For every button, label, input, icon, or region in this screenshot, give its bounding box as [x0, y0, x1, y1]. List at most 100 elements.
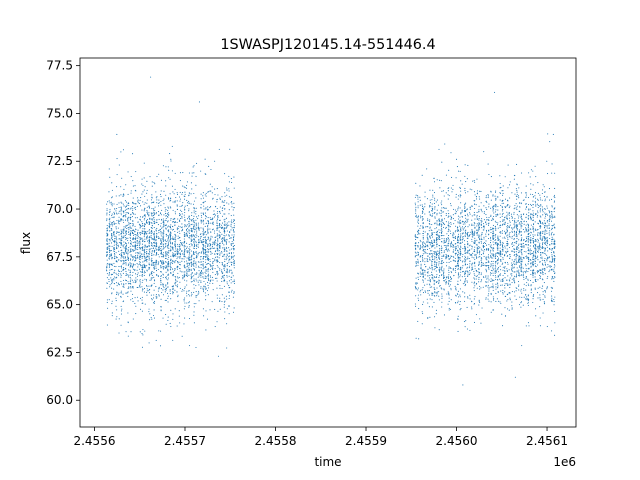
data-point: [448, 235, 450, 237]
data-point: [214, 214, 217, 216]
data-point: [431, 255, 433, 257]
data-point: [478, 219, 480, 221]
data-point: [122, 293, 124, 295]
data-point: [120, 257, 122, 259]
data-point: [223, 229, 226, 231]
data-point: [163, 266, 165, 268]
data-point: [193, 314, 195, 316]
data-point: [195, 197, 197, 199]
data-point: [424, 274, 426, 276]
data-point: [418, 308, 420, 310]
data-point: [168, 273, 170, 275]
data-point: [159, 212, 162, 214]
data-point: [224, 318, 226, 320]
data-point: [455, 288, 457, 290]
data-point: [191, 218, 193, 220]
data-point: [194, 208, 196, 210]
data-point: [207, 259, 209, 261]
data-point: [126, 274, 128, 276]
data-point: [478, 256, 480, 258]
data-point: [443, 254, 445, 256]
data-point: [233, 176, 235, 178]
data-point: [440, 209, 442, 211]
data-point: [137, 257, 139, 259]
data-point: [162, 243, 164, 245]
data-point: [454, 269, 456, 271]
data-point: [490, 311, 492, 313]
data-point: [219, 261, 221, 264]
data-point: [130, 263, 132, 265]
data-point: [415, 214, 417, 216]
data-point: [172, 262, 174, 265]
data-point: [438, 329, 440, 331]
data-point: [174, 238, 176, 240]
data-point: [165, 224, 167, 226]
data-point: [160, 235, 162, 237]
data-point: [130, 299, 132, 301]
data-point: [226, 226, 228, 228]
data-point: [153, 309, 155, 311]
data-point: [441, 270, 443, 272]
data-point: [467, 297, 469, 299]
data-point: [463, 240, 466, 242]
data-point: [163, 287, 165, 289]
data-point: [124, 206, 127, 208]
data-point: [162, 238, 164, 240]
data-point: [144, 214, 146, 216]
data-point: [155, 252, 158, 254]
data-point: [485, 297, 487, 299]
data-point: [186, 270, 188, 272]
data-point: [174, 234, 176, 236]
data-point: [160, 222, 162, 224]
data-point: [487, 284, 489, 286]
data-point: [146, 235, 149, 237]
data-point: [165, 313, 167, 316]
data-point: [174, 253, 176, 255]
data-point: [118, 250, 120, 252]
data-point: [223, 285, 226, 287]
data-point: [438, 269, 441, 271]
data-point: [433, 295, 435, 297]
data-point: [225, 256, 227, 258]
data-point: [195, 244, 197, 246]
data-point: [171, 285, 173, 287]
data-point: [188, 345, 191, 347]
data-point: [487, 281, 489, 283]
data-point: [480, 248, 482, 250]
data-point: [174, 202, 176, 204]
data-point: [118, 164, 120, 166]
data-point: [480, 209, 482, 211]
data-point: [123, 257, 125, 259]
data-point: [148, 259, 150, 261]
data-point: [222, 207, 224, 209]
data-point: [433, 276, 435, 278]
data-point: [153, 265, 155, 267]
data-point: [431, 245, 433, 247]
data-point: [443, 251, 445, 253]
data-point: [135, 171, 137, 173]
data-point: [195, 250, 197, 253]
data-point: [169, 242, 172, 244]
data-point: [153, 302, 155, 304]
data-point: [487, 254, 490, 256]
data-point: [195, 226, 197, 228]
data-point: [435, 244, 438, 246]
data-point: [483, 250, 485, 252]
data-point: [203, 285, 205, 287]
data-point: [454, 209, 457, 211]
data-point: [144, 238, 146, 240]
data-point: [169, 245, 171, 247]
data-point: [415, 337, 417, 339]
data-point: [223, 274, 225, 276]
data-point: [188, 274, 190, 276]
data-point: [219, 197, 221, 199]
data-point: [139, 286, 141, 288]
data-point: [144, 202, 146, 204]
data-point: [174, 289, 176, 291]
data-point: [106, 208, 108, 210]
data-point: [450, 233, 452, 235]
data-point: [467, 273, 469, 275]
data-point: [431, 253, 433, 255]
data-point: [132, 229, 134, 232]
data-point: [478, 304, 480, 306]
